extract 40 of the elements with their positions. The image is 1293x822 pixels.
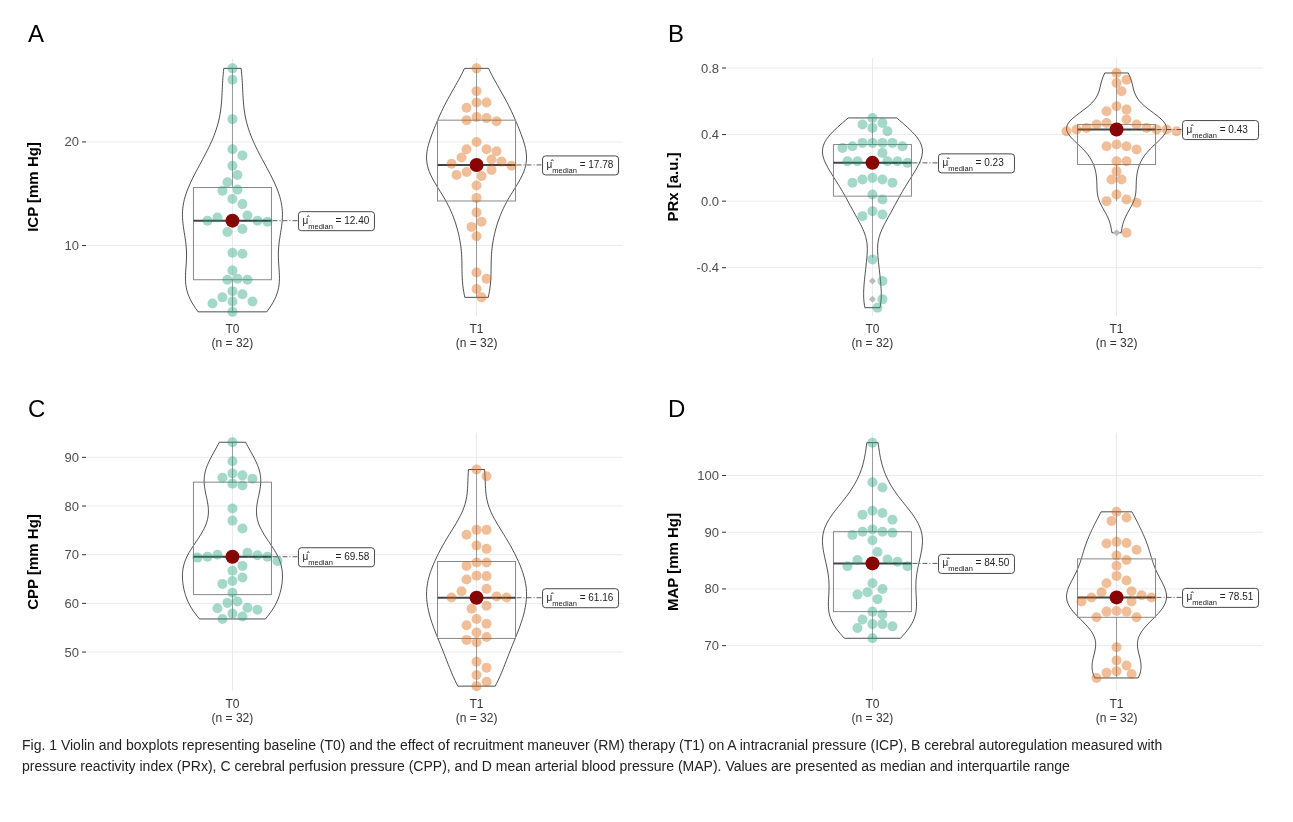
x-tick-label: T1 (n = 32)	[455, 322, 498, 350]
y-tick-label: 0.8	[700, 60, 719, 76]
y-tick-label: -0.4	[696, 260, 719, 276]
annotation: μ̂$_{median}$ = 84.50	[942, 557, 1010, 573]
y-tick-label: 100	[697, 468, 719, 484]
y-tick-label: 20	[64, 134, 79, 150]
x-tick-label: T0 (n = 32)	[851, 697, 894, 725]
annotation: μ̂$_{median}$ = 69.58	[302, 550, 370, 567]
y-tick-label: 50	[64, 644, 79, 660]
annotation: μ̂$_{median}$ = 17.78	[546, 158, 614, 175]
y-axis-title: ICP [mm Hg]	[24, 142, 41, 232]
y-tick-label: 10	[64, 238, 79, 254]
x-tick-label: T1 (n = 32)	[455, 697, 498, 725]
chart-title: D	[668, 395, 686, 422]
chart-title: B	[668, 20, 685, 47]
y-tick-label: 80	[704, 581, 719, 597]
y-tick-label: 0.0	[700, 193, 719, 209]
y-tick-label: 60	[64, 595, 79, 611]
annotation: μ̂$_{median}$ = 0.23	[942, 156, 1005, 173]
annotation: μ̂$_{median}$ = 61.16	[546, 591, 614, 608]
y-tick-label: 90	[704, 524, 719, 540]
annotation: μ̂$_{median}$ = 12.40	[302, 214, 370, 231]
y-tick-label: 70	[64, 547, 79, 563]
x-tick-label: T0 (n = 32)	[851, 322, 894, 350]
y-axis-title: PRx [a.u.]	[664, 152, 681, 222]
chart-title: A	[28, 20, 45, 47]
annotation: μ̂$_{median}$ = 0.43	[1186, 123, 1249, 140]
x-tick-label: T0 (n = 32)	[211, 697, 254, 725]
y-tick-label: 80	[64, 498, 79, 514]
annotation: μ̂$_{median}$ = 78.51	[1186, 591, 1254, 607]
x-tick-label: T1 (n = 32)	[1095, 697, 1138, 725]
y-tick-label: 90	[64, 449, 79, 465]
y-axis-title: CPP [mm Hg]	[24, 514, 41, 610]
chart-title: C	[28, 395, 46, 422]
x-tick-label: T0 (n = 32)	[211, 322, 254, 350]
y-axis-title: MAP [mm Hg]	[664, 512, 681, 612]
caption: Fig. 1 Violin and boxplots representing baseline (T0) and the effect of recruitment maneuver (RM) therapy (T1) on A intracranial pressure (ICP), B cerebral autoregulation measured with pressure reactivity index (PRx), C cerebral perfusion pressure (CPP), and D mean arterial blood pressure (MAP). Values are presented as median and interquartile range	[22, 737, 1163, 774]
y-tick-label: 0.4	[700, 127, 719, 143]
y-tick-label: 70	[704, 638, 719, 654]
x-tick-label: T1 (n = 32)	[1095, 322, 1138, 350]
